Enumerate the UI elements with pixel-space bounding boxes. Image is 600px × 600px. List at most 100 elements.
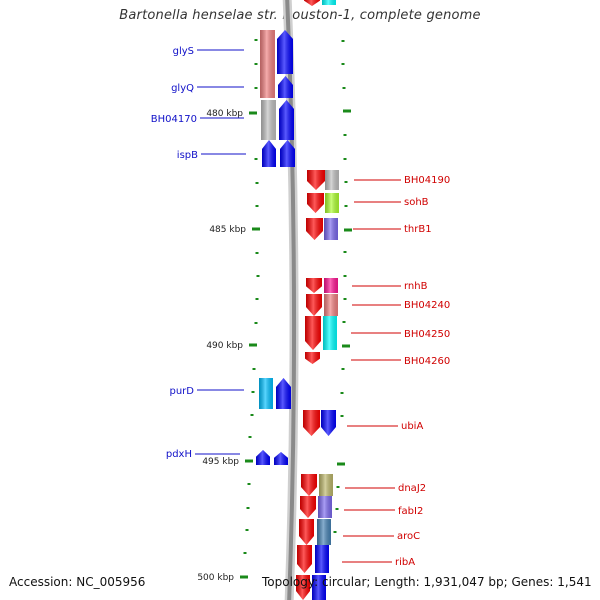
gene-thrB1-arrow-shade bbox=[306, 218, 323, 240]
gene-glyQ-arrow bbox=[278, 76, 293, 98]
gene-dnaJ2-cog-shade bbox=[319, 474, 333, 496]
gene-features[interactable] bbox=[256, 0, 339, 600]
gene-BH04190-arrow-shade bbox=[307, 170, 325, 190]
gene-labels: glyS glyQ BH04170 ispB purD pdxH BH04190 sohB th… bbox=[151, 46, 450, 568]
gene-label-BH04170: BH04170 bbox=[151, 114, 197, 125]
gene-ribA-cog bbox=[315, 545, 329, 573]
gene-sohB-arrow bbox=[307, 193, 324, 213]
gene-ubiA-arrow bbox=[303, 410, 320, 436]
gene-aroC-cog-shade bbox=[317, 519, 331, 545]
kbp-tick bbox=[240, 575, 248, 579]
tick-dot bbox=[254, 63, 258, 65]
gene-label-ribA: ribA bbox=[395, 557, 415, 568]
gene-ribA-arrow bbox=[297, 545, 312, 573]
gene-BH04170-arrow bbox=[279, 100, 294, 140]
tick-dot bbox=[252, 368, 256, 370]
gene-label-thrB1: thrB1 bbox=[404, 224, 432, 235]
gene-BH04190-cog bbox=[325, 170, 339, 190]
tick-dot bbox=[344, 205, 348, 207]
gene-edge-top-arrow bbox=[304, 0, 320, 6]
gene-aroC-arrow bbox=[299, 519, 314, 545]
kbp-tick bbox=[344, 228, 352, 232]
tick-dot bbox=[335, 508, 339, 510]
gene-BH04250-arrow-shade bbox=[305, 316, 321, 350]
gene-dnaJ2-arrow bbox=[301, 474, 317, 496]
gene-glyS-cog bbox=[260, 30, 275, 98]
gene-BH04190-cog-shade bbox=[325, 170, 339, 190]
gene-label-aroC: aroC bbox=[397, 531, 420, 542]
gene-sohB-arrow-shade bbox=[307, 193, 324, 213]
gene-sohB-cog-shade bbox=[325, 193, 339, 213]
tick-dot bbox=[246, 507, 250, 509]
gene-ribA-cog-shade bbox=[315, 545, 329, 573]
gene-label-pdxH: pdxH bbox=[166, 449, 192, 460]
gene-label-BH04250: BH04250 bbox=[404, 329, 450, 340]
gene-fabI2-arrow-shade bbox=[300, 496, 316, 518]
gene-edge-top-cog-shade bbox=[322, 0, 336, 5]
tick-dot bbox=[340, 415, 344, 417]
tick-dot bbox=[343, 134, 347, 136]
gene-BH04170-cog-shade bbox=[261, 100, 276, 140]
gene-pdxH-arrow-2 bbox=[274, 452, 288, 465]
tick-dot bbox=[341, 40, 345, 42]
tick-dot bbox=[341, 63, 345, 65]
gene-glyS-cog-shade bbox=[260, 30, 275, 98]
tick-dot bbox=[255, 205, 259, 207]
tick-dot bbox=[255, 182, 259, 184]
gene-dnaJ2-cog bbox=[319, 474, 333, 496]
gene-BH04170-cog bbox=[261, 100, 276, 140]
gene-BH04240-arrow-shade bbox=[306, 294, 322, 316]
gene-thrB1-arrow bbox=[306, 218, 323, 240]
tick-dot bbox=[254, 87, 258, 89]
gene-thrB1-cog-shade bbox=[324, 218, 338, 240]
gene-glyS-arrow-shade bbox=[277, 30, 293, 74]
accession-text: Accession: NC_005956 bbox=[9, 575, 146, 589]
gene-ubiA-cog bbox=[321, 410, 336, 436]
gene-BH04260-arrow-shade bbox=[305, 352, 320, 364]
gene-purD-arrow bbox=[276, 378, 291, 409]
kbp-tick bbox=[252, 227, 260, 231]
gene-edge-top-cog bbox=[322, 0, 336, 5]
tick-dot bbox=[342, 87, 346, 89]
tick-dot bbox=[340, 392, 344, 394]
kbp-tick bbox=[245, 459, 253, 463]
kbp-tick bbox=[249, 343, 257, 347]
tick-dot bbox=[255, 252, 259, 254]
gene-label-ubiA: ubiA bbox=[401, 421, 423, 432]
tick-dot bbox=[251, 391, 255, 393]
gene-ubiA-arrow-shade bbox=[303, 410, 320, 436]
tick-dot bbox=[254, 39, 258, 41]
kbp-tick bbox=[343, 109, 351, 113]
tick-dot bbox=[343, 158, 347, 160]
tick-dot bbox=[248, 436, 252, 438]
gene-edge-top-arrow-shade bbox=[304, 0, 320, 6]
gene-rnhB-arrow bbox=[306, 278, 322, 293]
gene-edge-bottom-arrow-shade bbox=[296, 575, 310, 600]
gene-edge-bottom-arrow bbox=[296, 575, 310, 600]
gene-pdxH-arrow-2-shade bbox=[274, 452, 288, 465]
gene-ribA-arrow-shade bbox=[297, 545, 312, 573]
tick-dot bbox=[243, 552, 247, 554]
kbp-tick-label: 490 kbp bbox=[206, 341, 243, 351]
gene-label-sohB: sohB bbox=[404, 197, 429, 208]
gene-purD-cog bbox=[259, 378, 273, 409]
tick-dot bbox=[343, 298, 347, 300]
gene-purD-cog-shade bbox=[259, 378, 273, 409]
gene-sohB-cog bbox=[325, 193, 339, 213]
tick-dot bbox=[256, 275, 260, 277]
tick-dot bbox=[343, 251, 347, 253]
tick-dot bbox=[341, 368, 345, 370]
gene-BH04170-arrow-shade bbox=[279, 100, 294, 140]
kbp-tick-label: 485 kbp bbox=[209, 225, 246, 235]
tick-dot bbox=[342, 321, 346, 323]
gene-purD-arrow-shade bbox=[276, 378, 291, 409]
gene-BH04250-arrow bbox=[305, 316, 321, 350]
map-title: Bartonella henselae str. Houston-1, comp… bbox=[119, 8, 481, 23]
gene-BH04260-arrow bbox=[305, 352, 320, 364]
tick-dot bbox=[336, 486, 340, 488]
gene-label-BH04240: BH04240 bbox=[404, 300, 450, 311]
gene-rnhB-cog-shade bbox=[324, 278, 338, 293]
gene-glyS-arrow bbox=[277, 30, 293, 74]
gene-label-BH04260: BH04260 bbox=[404, 356, 450, 367]
